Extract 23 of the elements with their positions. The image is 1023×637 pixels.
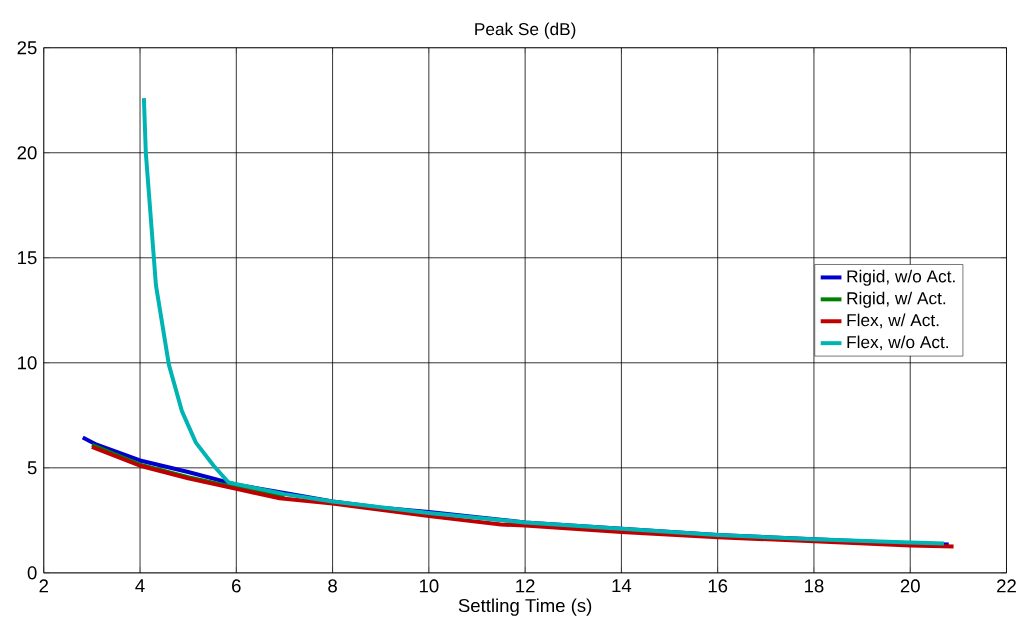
y-tick-label: 15: [18, 251, 37, 265]
legend-label: Flex, w/ Act.: [847, 313, 939, 329]
x-tick-label: 16: [708, 579, 728, 593]
x-tick-label: 22: [997, 579, 1016, 593]
y-tick-label: 25: [17, 41, 37, 55]
legend-label: Flex, w/o Act.: [847, 335, 948, 351]
x-tick-label: 4: [135, 579, 145, 593]
x-tick-label: 10: [419, 579, 439, 593]
y-tick-label: 0: [27, 566, 37, 580]
x-tick-label: 18: [805, 579, 824, 593]
x-axis-title: Settling Time (s): [458, 598, 592, 617]
legend-label: Rigid, w/ Act.: [847, 291, 946, 309]
x-tick-label: 20: [900, 579, 920, 593]
x-tick-label: 12: [516, 579, 535, 593]
x-tick-label: 8: [328, 579, 337, 593]
y-tick-label: 10: [18, 356, 37, 370]
legend-label: Rigid, w/o Act.: [847, 270, 955, 287]
x-tick-label: 2: [39, 579, 48, 593]
y-tick-label: 5: [27, 461, 37, 475]
y-tick-label: 20: [17, 146, 37, 160]
x-tick-label: 6: [232, 579, 241, 593]
chart-title: Peak Se (dB): [475, 22, 576, 39]
x-tick-label: 14: [612, 579, 632, 593]
